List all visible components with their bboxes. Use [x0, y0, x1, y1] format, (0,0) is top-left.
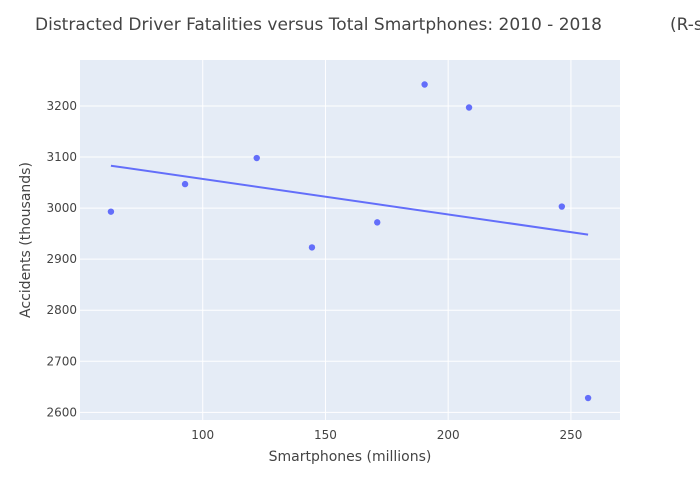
y-tick-labels: 2600 2700 2800 2900 3000 3100 3200 — [46, 99, 77, 419]
trend-lines — [110, 164, 589, 236]
y-tick-label: 2900 — [46, 252, 77, 266]
x-tick-labels: 100 150 200 250 — [191, 428, 582, 442]
chart-title: Distracted Driver Fatalities versus Tota… — [35, 15, 602, 35]
y-tick-label: 2800 — [46, 303, 77, 317]
data-point — [107, 208, 115, 215]
data-point — [181, 180, 189, 188]
data-point — [308, 244, 316, 251]
data-point — [584, 394, 592, 402]
data-point — [421, 81, 428, 88]
y-tick-label: 2700 — [46, 354, 77, 368]
trend-line — [110, 164, 589, 236]
y-tick-label: 3100 — [46, 150, 77, 164]
y-gridlines — [80, 105, 620, 413]
x-axis-title: Smartphones (millions) — [269, 449, 432, 465]
y-axis-title: Accidents (thousands) — [18, 162, 34, 318]
data-point — [465, 104, 473, 111]
x-tick-label: 100 — [191, 428, 214, 442]
data-points — [107, 81, 592, 402]
data-point — [558, 203, 566, 210]
data-point — [374, 219, 381, 226]
y-tick-label: 2600 — [46, 405, 77, 419]
x-tick-label: 250 — [559, 428, 582, 442]
x-tick-label: 150 — [314, 428, 337, 442]
y-tick-label: 3200 — [46, 99, 77, 113]
y-tick-label: 3000 — [46, 201, 77, 215]
plot-area — [80, 60, 620, 420]
data-point — [253, 154, 260, 162]
x-tick-label: 200 — [437, 428, 460, 442]
chart-title-suffix: (R-s — [670, 15, 700, 35]
x-gridlines — [202, 60, 572, 420]
